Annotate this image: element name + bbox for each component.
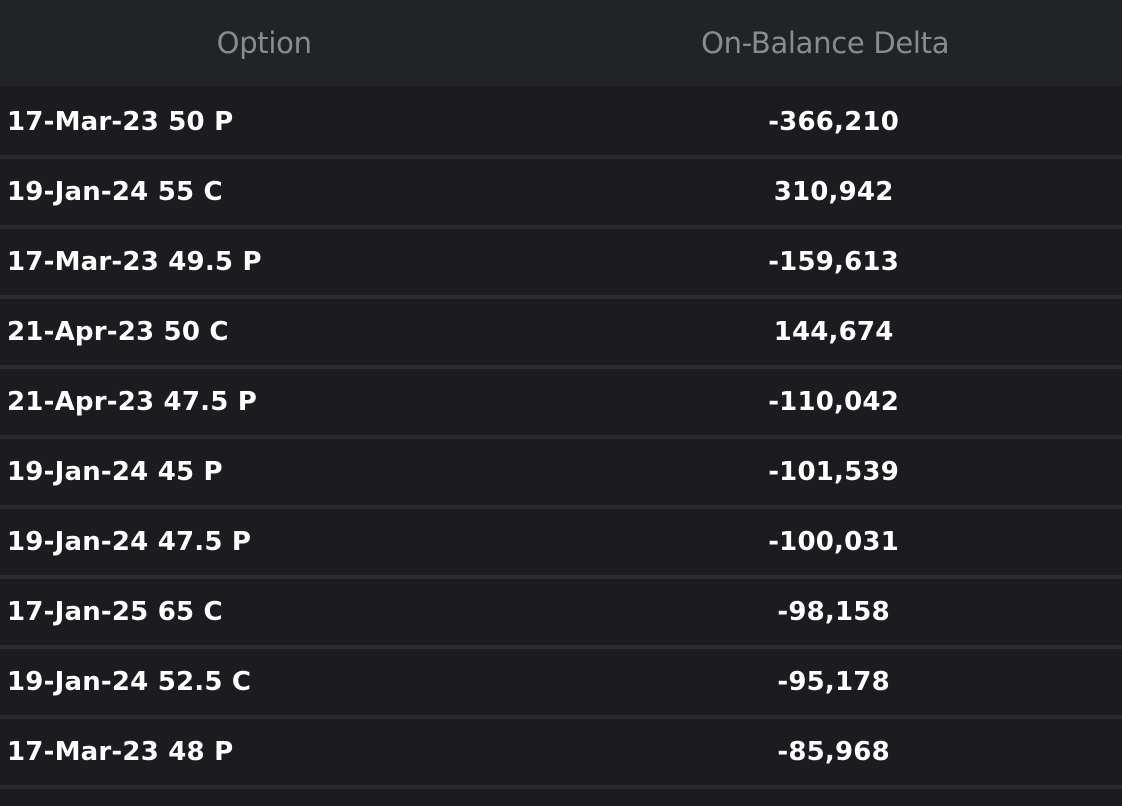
option-cell: 17-Jan-25 65 C: [7, 597, 223, 627]
delta-cell: -98,158: [777, 597, 890, 627]
option-cell: 19-Jan-24 52.5 C: [7, 667, 252, 697]
column-header-option[interactable]: Option: [216, 26, 312, 60]
table-body: 17-Mar-23 50 P -366,210 19-Jan-24 55 C 3…: [0, 89, 1122, 789]
option-cell: 19-Jan-24 45 P: [7, 457, 223, 487]
table-header: Option On-Balance Delta: [0, 0, 1122, 88]
table-row[interactable]: 19-Jan-24 47.5 P -100,031: [0, 509, 1122, 579]
option-cell: 17-Mar-23 49.5 P: [7, 247, 262, 277]
delta-cell: -159,613: [768, 247, 900, 277]
delta-cell: -100,031: [768, 527, 900, 557]
option-cell: 21-Apr-23 47.5 P: [7, 387, 258, 417]
delta-cell: 144,674: [773, 317, 894, 347]
option-cell: 21-Apr-23 50 C: [7, 317, 229, 347]
delta-cell: -85,968: [777, 737, 890, 767]
table-row[interactable]: 21-Apr-23 47.5 P -110,042: [0, 369, 1122, 439]
table-row[interactable]: 17-Mar-23 49.5 P -159,613: [0, 229, 1122, 299]
column-header-on-balance-delta[interactable]: On-Balance Delta: [701, 26, 950, 60]
delta-cell: -101,539: [768, 457, 900, 487]
table-row[interactable]: 21-Apr-23 50 C 144,674: [0, 299, 1122, 369]
delta-cell: -366,210: [768, 107, 900, 137]
table-row[interactable]: 17-Mar-23 50 P -366,210: [0, 89, 1122, 159]
table-row[interactable]: 17-Jan-25 65 C -98,158: [0, 579, 1122, 649]
delta-cell: -110,042: [768, 387, 900, 417]
option-cell: 19-Jan-24 55 C: [7, 177, 223, 207]
option-cell: 17-Mar-23 48 P: [7, 737, 234, 767]
table-row[interactable]: 17-Mar-23 48 P -85,968: [0, 719, 1122, 789]
delta-cell: 310,942: [773, 177, 894, 207]
delta-cell: -95,178: [777, 667, 890, 697]
option-cell: 19-Jan-24 47.5 P: [7, 527, 252, 557]
option-cell: 17-Mar-23 50 P: [7, 107, 234, 137]
table-row[interactable]: 19-Jan-24 55 C 310,942: [0, 159, 1122, 229]
table-row[interactable]: 19-Jan-24 52.5 C -95,178: [0, 649, 1122, 719]
table-row[interactable]: 19-Jan-24 45 P -101,539: [0, 439, 1122, 509]
